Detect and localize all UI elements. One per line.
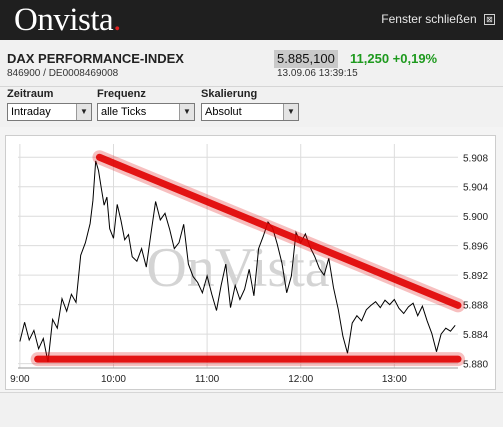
frequenz-value: alle Ticks xyxy=(101,106,147,118)
index-title: DAX PERFORMANCE-INDEX xyxy=(7,51,184,66)
chevron-down-icon: ▼ xyxy=(179,104,194,120)
isin-text: 846900 / DE0008469008 xyxy=(7,68,119,79)
chart-panel: OnVista 5.880 5.884 5.888 5.892 5.896 5.900 5.9… xyxy=(5,135,496,390)
price-series-line xyxy=(19,160,456,363)
y-tick-label: 5.880 xyxy=(463,360,488,371)
y-tick-label: 5.884 xyxy=(463,330,488,341)
app-header: Onvista. Fenster schließen ⊠ xyxy=(0,0,503,40)
skalierung-value: Absolut xyxy=(205,106,242,118)
y-tick-label: 5.896 xyxy=(463,242,488,253)
watermark-text: OnVista xyxy=(146,237,329,299)
quote-timestamp: 13.09.06 13:39:15 xyxy=(277,68,358,79)
x-tick-label: 9:00 xyxy=(10,374,30,385)
close-icon: ⊠ xyxy=(484,14,495,25)
chevron-down-icon: ▼ xyxy=(76,104,91,120)
skalierung-label: Skalierung xyxy=(201,88,258,100)
last-price: 5.885,100 xyxy=(274,50,338,68)
intraday-chart: OnVista 5.880 5.884 5.888 5.892 5.896 5.900 5.9… xyxy=(10,144,488,385)
x-tick-label: 10:00 xyxy=(101,374,126,385)
close-window-link[interactable]: Fenster schließen ⊠ xyxy=(381,12,495,26)
y-tick-label: 5.908 xyxy=(463,153,488,164)
onvista-logo: Onvista. xyxy=(14,2,121,38)
x-tick-label: 12:00 xyxy=(288,374,313,385)
frequenz-select[interactable]: alle Ticks ▼ xyxy=(97,103,195,121)
close-window-label: Fenster schließen xyxy=(381,12,477,26)
price-change: 11,250 +0,19% xyxy=(350,51,438,66)
footer-bar xyxy=(0,392,503,427)
zeitraum-label: Zeitraum xyxy=(7,88,54,100)
logo-dot: . xyxy=(113,2,121,38)
y-tick-label: 5.892 xyxy=(463,271,488,282)
zeitraum-value: Intraday xyxy=(11,106,51,118)
quote-info-bar xyxy=(0,40,503,87)
zeitraum-select[interactable]: Intraday ▼ xyxy=(7,103,92,121)
skalierung-select[interactable]: Absolut ▼ xyxy=(201,103,299,121)
y-tick-label: 5.888 xyxy=(463,301,488,312)
downtrend-line xyxy=(95,153,462,309)
y-tick-label: 5.904 xyxy=(463,183,488,194)
x-tick-label: 11:00 xyxy=(195,374,220,385)
chevron-down-icon: ▼ xyxy=(283,104,298,120)
y-tick-label: 5.900 xyxy=(463,212,488,223)
x-tick-label: 13:00 xyxy=(382,374,407,385)
logo-text: Onvista xyxy=(14,2,114,38)
frequenz-label: Frequenz xyxy=(97,88,146,100)
